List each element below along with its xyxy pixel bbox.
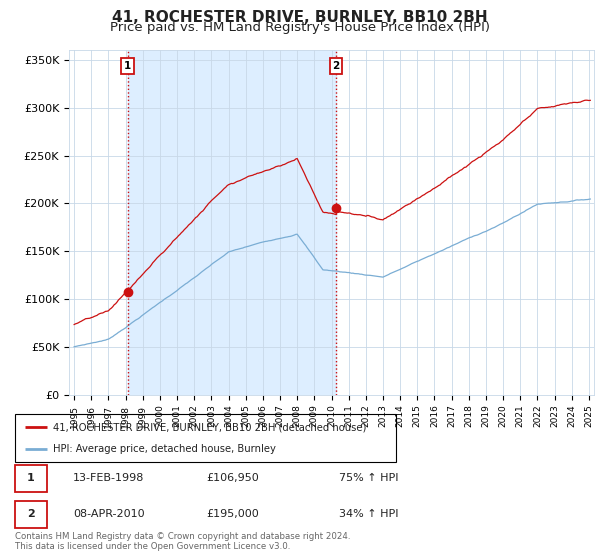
Text: Contains HM Land Registry data © Crown copyright and database right 2024.
This d: Contains HM Land Registry data © Crown c…: [15, 532, 350, 552]
FancyBboxPatch shape: [15, 501, 47, 528]
FancyBboxPatch shape: [15, 465, 47, 492]
Text: 2: 2: [27, 508, 35, 519]
Text: 41, ROCHESTER DRIVE, BURNLEY, BB10 2BH (detached house): 41, ROCHESTER DRIVE, BURNLEY, BB10 2BH (…: [53, 422, 367, 432]
Text: £195,000: £195,000: [206, 508, 259, 519]
Text: 2: 2: [332, 61, 340, 71]
Bar: [128, 50, 336, 395]
Text: 1: 1: [27, 473, 35, 483]
Text: 75% ↑ HPI: 75% ↑ HPI: [339, 473, 399, 483]
Text: 08-APR-2010: 08-APR-2010: [73, 508, 145, 519]
Text: 34% ↑ HPI: 34% ↑ HPI: [339, 508, 399, 519]
Text: £106,950: £106,950: [206, 473, 259, 483]
Text: HPI: Average price, detached house, Burnley: HPI: Average price, detached house, Burn…: [53, 444, 276, 454]
Text: 41, ROCHESTER DRIVE, BURNLEY, BB10 2BH: 41, ROCHESTER DRIVE, BURNLEY, BB10 2BH: [112, 10, 488, 25]
Text: 13-FEB-1998: 13-FEB-1998: [73, 473, 144, 483]
Text: Price paid vs. HM Land Registry's House Price Index (HPI): Price paid vs. HM Land Registry's House …: [110, 21, 490, 34]
Text: 1: 1: [124, 61, 131, 71]
